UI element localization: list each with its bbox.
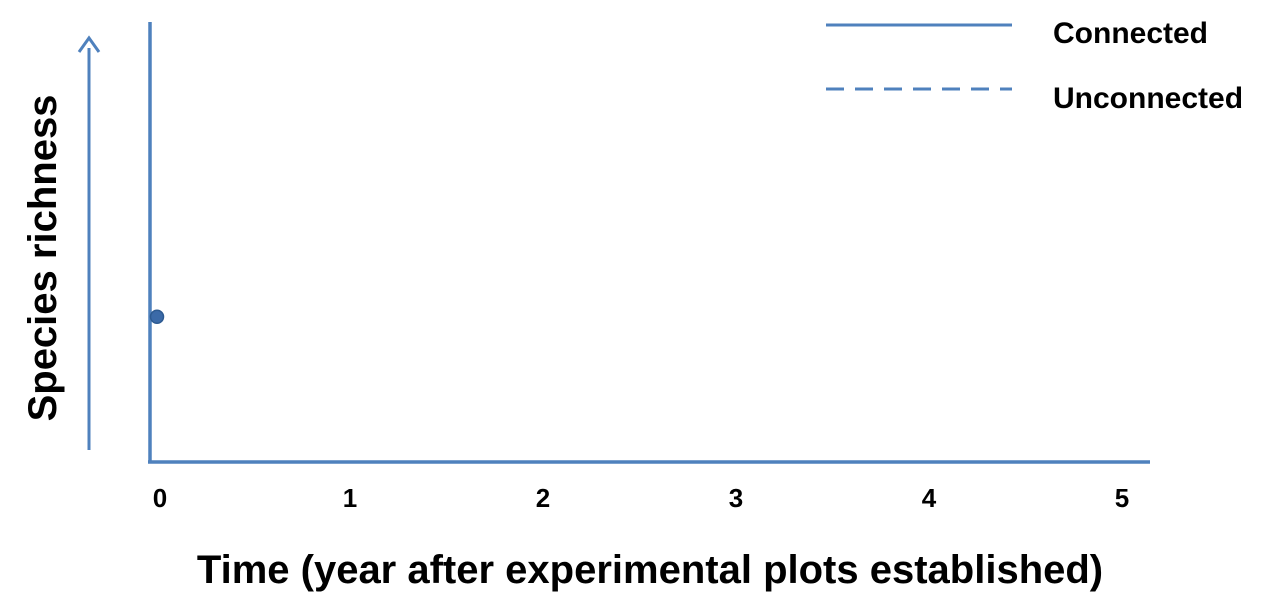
data-point-connected bbox=[149, 309, 165, 325]
y-axis-title: Species richness bbox=[21, 95, 65, 422]
x-tick-label: 0 bbox=[153, 483, 167, 513]
x-tick-label: 5 bbox=[1115, 483, 1129, 513]
x-tick-labels: 0 1 2 3 4 5 bbox=[153, 483, 1129, 513]
x-tick-label: 3 bbox=[729, 483, 743, 513]
data-points bbox=[149, 309, 165, 325]
y-arrow bbox=[77, 35, 101, 450]
legend: Connected Unconnected bbox=[826, 17, 1243, 115]
x-tick-label: 4 bbox=[922, 483, 937, 513]
legend-label-connected: Connected bbox=[1053, 17, 1208, 50]
x-axis-title: Time (year after experimental plots esta… bbox=[197, 548, 1103, 592]
y-arrow-head-icon bbox=[77, 35, 101, 53]
legend-label-unconnected: Unconnected bbox=[1053, 82, 1243, 115]
x-tick-label: 1 bbox=[343, 483, 357, 513]
x-tick-label: 2 bbox=[536, 483, 550, 513]
